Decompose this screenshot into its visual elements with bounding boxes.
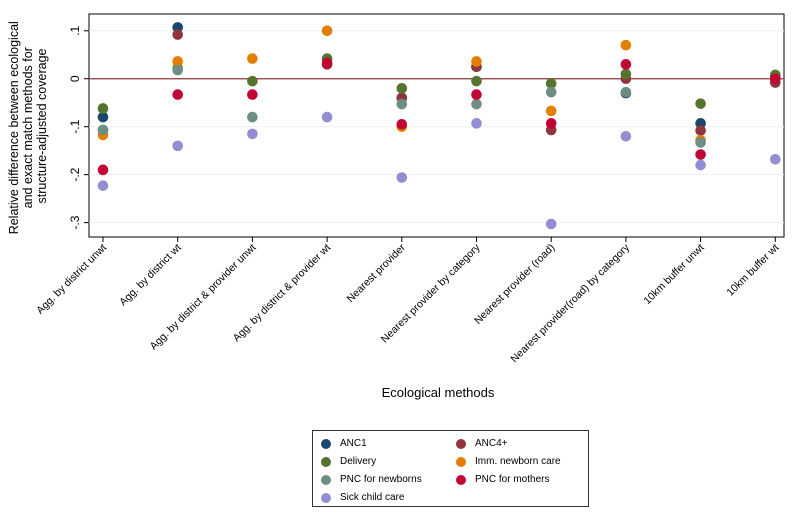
- data-point: [321, 111, 333, 123]
- series-pnc-for-mothers: [97, 57, 781, 176]
- data-point: [247, 111, 258, 123]
- data-point: [471, 118, 482, 129]
- legend-label: Sick child care: [340, 492, 405, 503]
- y-axis-title-line-3: structure-adjusted coverage: [35, 48, 49, 203]
- data-point: [97, 111, 109, 123]
- data-point: [545, 105, 557, 117]
- data-point: [247, 128, 258, 140]
- legend-item-sick-child-care: Sick child care: [321, 492, 404, 503]
- x-axis: Agg. by district unwt Agg. by district wt…: [34, 237, 781, 365]
- data-point: [396, 98, 408, 110]
- data-point: [172, 56, 183, 67]
- data-point: [396, 172, 408, 183]
- data-point: [97, 164, 109, 176]
- legend-label: ANC4+: [475, 438, 508, 449]
- y-tick-label: 0: [68, 75, 82, 82]
- legend-item-delivery: Delivery: [321, 456, 376, 467]
- y-axis-title-line-2: and exact match methods for: [21, 47, 35, 208]
- legend-label: PNC for mothers: [475, 474, 550, 485]
- y-tick-label: -.2: [68, 167, 82, 181]
- data-point: [396, 119, 408, 130]
- data-point: [620, 59, 632, 70]
- data-point: [471, 75, 482, 87]
- y-axis-title-line-1: Relative difference between ecological: [7, 21, 21, 234]
- y-tick-label: -.1: [68, 119, 82, 133]
- data-point: [620, 68, 632, 80]
- legend-label: PNC for newborns: [340, 474, 422, 485]
- legend-item-anc1: ANC1: [321, 438, 367, 449]
- data-point: [97, 180, 109, 191]
- legend-marker-icon: [456, 474, 466, 485]
- data-point: [321, 57, 333, 69]
- data-point: [321, 25, 333, 37]
- legend-marker-icon: [321, 438, 331, 449]
- legend-label: Delivery: [340, 456, 377, 467]
- legend-marker-icon: [456, 438, 466, 449]
- data-point: [695, 137, 706, 148]
- y-axis-title: Relative difference between ecological a…: [7, 18, 49, 235]
- legend-marker-icon: [321, 474, 331, 485]
- series-sick-child-care: [97, 111, 781, 230]
- x-tick-label: Nearest provider (road): [472, 242, 557, 327]
- data-point: [695, 125, 706, 136]
- data-point: [172, 64, 183, 76]
- series-pnc-for-newborns: [97, 64, 706, 148]
- legend-marker-icon: [321, 492, 331, 503]
- data-point: [620, 39, 632, 51]
- x-tick-label: Agg. by district wt: [117, 242, 184, 309]
- legend-item-pnc-mothers: PNC for mothers: [456, 474, 549, 485]
- data-point: [770, 73, 781, 85]
- data-point: [247, 89, 258, 100]
- legend-label: ANC1: [340, 438, 367, 449]
- data-point: [695, 98, 706, 109]
- data-point: [545, 118, 557, 129]
- x-tick-label: 10km buffer wt: [724, 242, 781, 299]
- data-point: [620, 86, 632, 98]
- legend-item-pnc-newborns: PNC for newborns: [321, 474, 422, 485]
- data-point: [97, 103, 109, 114]
- y-tick-label: -.3: [68, 215, 82, 229]
- data-point: [247, 53, 258, 64]
- y-axis: .1 0 -.1 -.2 -.3: [68, 25, 89, 230]
- data-point: [545, 218, 557, 230]
- data-points: [97, 22, 781, 230]
- x-tick-label: Nearest provider(road) by category: [508, 241, 632, 365]
- legend: ANC1 ANC4+ Delivery Imm. newborn care PN…: [312, 430, 589, 507]
- data-point: [545, 78, 557, 89]
- legend-item-anc4: ANC4+: [456, 438, 508, 449]
- x-tick-label: 10km buffer unwt: [641, 242, 706, 307]
- data-point: [172, 29, 183, 40]
- data-point: [247, 75, 258, 87]
- x-tick-label: Nearest provider: [345, 241, 409, 305]
- x-tick-label: Agg. by district unwt: [34, 242, 109, 317]
- legend-marker-icon: [456, 456, 466, 467]
- data-point: [695, 159, 706, 171]
- data-point: [471, 89, 482, 100]
- data-point: [471, 98, 482, 110]
- data-point: [172, 89, 183, 100]
- data-point: [97, 124, 109, 136]
- data-point: [471, 56, 482, 67]
- y-tick-label: .1: [68, 25, 82, 35]
- legend-item-imm-newborn-care: Imm. newborn care: [456, 456, 561, 467]
- data-point: [545, 86, 557, 98]
- legend-marker-icon: [321, 456, 331, 467]
- data-point: [770, 154, 781, 165]
- plot-area: [88, 13, 785, 238]
- data-point: [620, 130, 632, 142]
- x-axis-title: Ecological methods: [382, 385, 495, 400]
- data-point: [695, 149, 706, 160]
- data-point: [396, 83, 408, 94]
- legend-label: Imm. newborn care: [475, 456, 561, 467]
- data-point: [172, 140, 183, 152]
